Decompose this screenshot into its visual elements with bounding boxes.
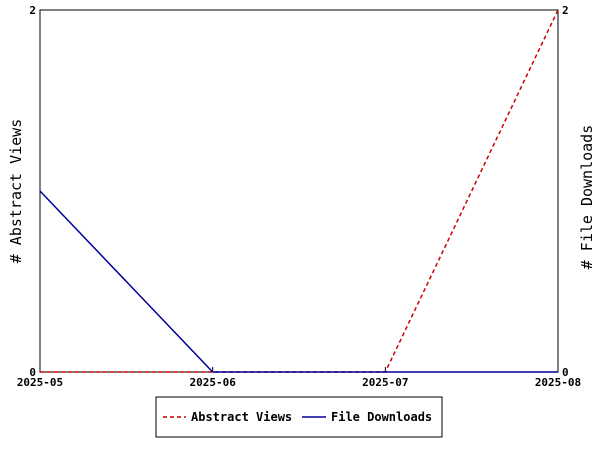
legend: Abstract Views File Downloads (155, 396, 443, 438)
series-line-file-downloads (39, 190, 558, 373)
y-right-axis-title: # File Downloads (578, 125, 596, 270)
series-lines (39, 9, 559, 373)
x-tick-labels: 2025-05 2025-06 2025-07 2025-08 (17, 376, 581, 389)
y-right-tick-label: 0 (562, 366, 569, 379)
y-right-tick-label: 2 (562, 4, 569, 17)
legend-label-file-downloads: File Downloads (331, 410, 432, 424)
x-tick-label: 2025-05 (17, 376, 63, 389)
legend-label-abstract-views: Abstract Views (191, 410, 292, 424)
y-tick-labels: 0 2 0 2 (29, 4, 568, 379)
x-tick-label: 2025-08 (535, 376, 581, 389)
y-left-axis-title: # Abstract Views (7, 119, 25, 264)
y-left-tick-label: 2 (29, 4, 36, 17)
y-left-tick-label: 0 (29, 366, 36, 379)
x-tick-label: 2025-07 (362, 376, 408, 389)
legend-box (155, 396, 443, 438)
plot-area (39, 9, 559, 373)
x-tick-label: 2025-06 (189, 376, 236, 389)
